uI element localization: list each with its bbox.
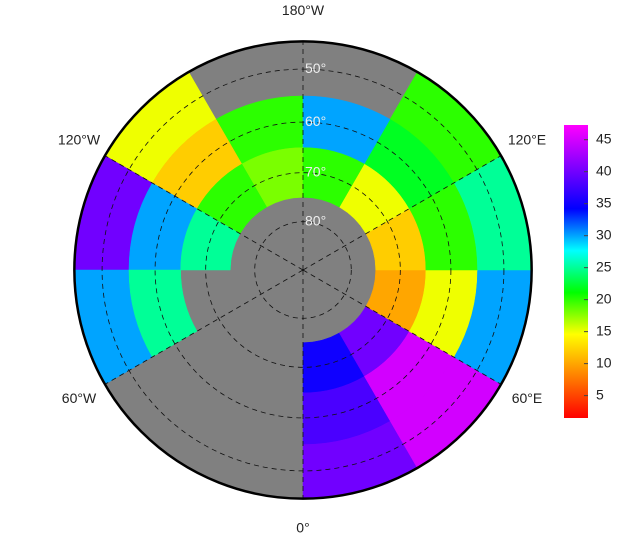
colorbar-tick-label: 35 <box>596 194 612 210</box>
lat-label: 50° <box>305 60 326 76</box>
meridian-line <box>302 269 502 385</box>
lon-label: 60°W <box>62 390 97 406</box>
colorbar-tick-label: 45 <box>596 130 612 146</box>
map-disk <box>74 41 532 499</box>
colorbar-tick-label: 40 <box>596 162 612 178</box>
meridian-line <box>104 155 304 271</box>
colorbar-tick-label: 25 <box>596 258 612 274</box>
colorbar <box>564 125 588 418</box>
colorbar-tick-label: 5 <box>596 386 604 402</box>
lon-label: 180°W <box>282 2 325 18</box>
lon-label: 120°W <box>58 131 101 147</box>
lat-label: 60° <box>305 113 326 129</box>
lon-label: 120°E <box>508 131 546 147</box>
colorbar-tick-label: 30 <box>596 226 612 242</box>
lat-label: 70° <box>305 163 326 179</box>
lat-label: 80° <box>305 212 326 228</box>
map-frame <box>73 40 533 500</box>
lon-label: 60°E <box>512 390 543 406</box>
parallel-line <box>205 172 401 368</box>
colorbar-tick-label: 10 <box>596 354 612 370</box>
lon-label: 0° <box>296 519 309 535</box>
meridian-line <box>302 155 502 271</box>
meridian-line <box>104 269 304 385</box>
colorbar-tick-label: 20 <box>596 290 612 306</box>
colorbar-tick-label: 15 <box>596 322 612 338</box>
